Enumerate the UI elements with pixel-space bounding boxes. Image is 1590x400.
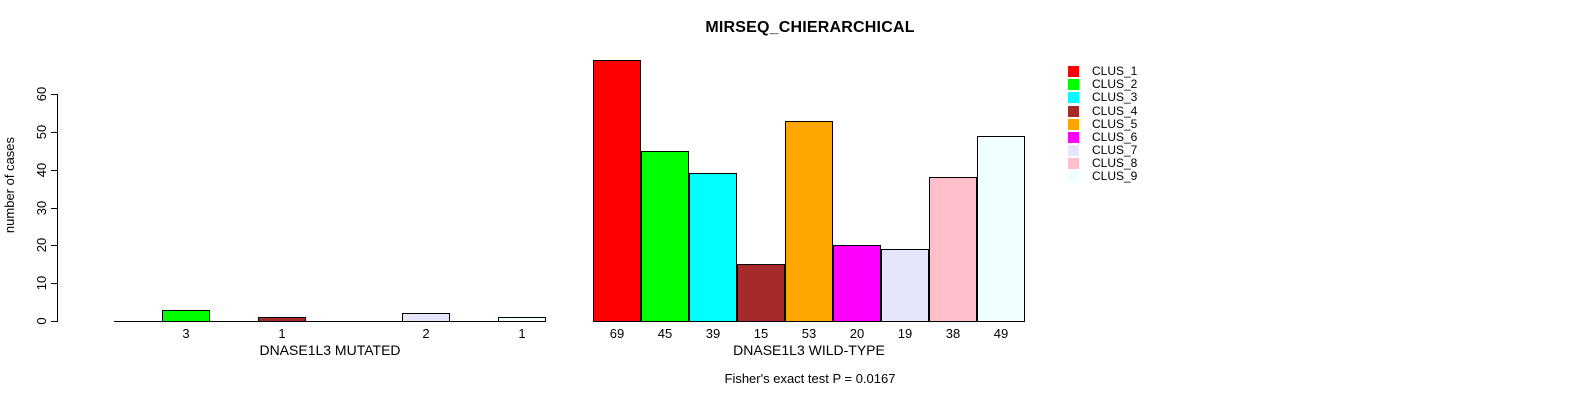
y-axis-tick xyxy=(51,245,57,246)
bar-clus_4 xyxy=(258,317,306,322)
legend-label: CLUS_8 xyxy=(1092,155,1138,170)
legend-swatch xyxy=(1068,171,1079,183)
bar-value-label: 49 xyxy=(993,326,1009,341)
legend-label: CLUS_9 xyxy=(1092,169,1138,184)
bar-clus_9 xyxy=(498,317,546,322)
bar-clus_5 xyxy=(785,121,833,322)
bar-value-label: 19 xyxy=(897,326,913,341)
legend-item: CLUS_8 xyxy=(1068,155,1138,170)
bar-clus_1 xyxy=(593,60,641,322)
bar-clus_7 xyxy=(402,313,450,322)
legend-swatch xyxy=(1068,66,1079,78)
legend-swatch xyxy=(1068,79,1079,91)
y-axis-label: number of cases xyxy=(2,136,17,234)
legend-swatch xyxy=(1068,105,1079,117)
legend-item: CLUS_4 xyxy=(1068,103,1138,118)
legend-label: CLUS_6 xyxy=(1092,129,1138,144)
y-axis-tick xyxy=(51,170,57,171)
y-axis-tick xyxy=(51,132,57,133)
legend-label: CLUS_3 xyxy=(1092,90,1138,105)
legend-swatch xyxy=(1068,92,1079,104)
legend-label: CLUS_1 xyxy=(1092,64,1138,79)
y-axis-tick xyxy=(51,321,57,322)
y-axis-tick-label: 20 xyxy=(34,237,49,253)
bar-value-label: 38 xyxy=(945,326,961,341)
bar-value-label: 69 xyxy=(609,326,625,341)
y-axis-tick xyxy=(51,94,57,95)
y-axis-tick-label: 40 xyxy=(34,162,49,178)
bar-clus_2 xyxy=(162,310,210,322)
y-axis-tick-label: 0 xyxy=(34,317,49,325)
bar-value-label: 3 xyxy=(182,326,190,341)
bar-clus_8 xyxy=(929,177,977,322)
legend-item: CLUS_2 xyxy=(1068,78,1137,91)
bar-clus_2 xyxy=(641,151,689,322)
legend-label: CLUS_4 xyxy=(1092,103,1138,118)
legend-swatch xyxy=(1068,157,1079,169)
legend-label: CLUS_5 xyxy=(1092,116,1138,131)
bar-value-label: 20 xyxy=(849,326,865,341)
bar-clus_9 xyxy=(977,136,1025,322)
bar-value-label: 53 xyxy=(801,326,817,341)
legend-label: CLUS_7 xyxy=(1092,142,1138,157)
group-label-mutated: DNASE1L3 MUTATED xyxy=(259,342,401,358)
bar-value-label: 2 xyxy=(422,326,430,341)
bar-clus_3 xyxy=(689,173,737,322)
bar-value-label: 39 xyxy=(705,326,721,341)
y-axis-tick xyxy=(51,208,57,209)
bar-value-label: 1 xyxy=(278,326,286,341)
fisher-test-annotation: Fisher's exact test P = 0.0167 xyxy=(724,371,896,386)
y-axis-tick-label: 30 xyxy=(34,200,49,216)
legend-swatch xyxy=(1068,131,1079,143)
bar-value-label: 1 xyxy=(518,326,526,341)
legend-item: CLUS_1 xyxy=(1068,65,1137,78)
y-axis-tick-label: 50 xyxy=(34,124,49,140)
legend-item: CLUS_7 xyxy=(1068,142,1138,157)
legend-swatch xyxy=(1068,144,1079,156)
legend-item: CLUS_6 xyxy=(1068,129,1138,144)
bar-value-label: 45 xyxy=(657,326,673,341)
y-axis-tick xyxy=(51,283,57,284)
group-label-wild-type: DNASE1L3 WILD-TYPE xyxy=(733,342,885,358)
bar-clus_4 xyxy=(737,264,785,322)
legend-label: CLUS_2 xyxy=(1092,77,1138,92)
legend-swatch xyxy=(1068,118,1079,130)
y-axis-tick-label: 60 xyxy=(34,86,49,102)
y-axis-line xyxy=(57,94,58,322)
bar-value-label: 15 xyxy=(753,326,769,341)
legend-item: CLUS_3 xyxy=(1068,91,1137,104)
y-axis-tick-label: 10 xyxy=(34,275,49,291)
legend-item: CLUS_9 xyxy=(1068,170,1137,183)
chart-title: MIRSEQ_CHIERARCHICAL xyxy=(705,19,915,36)
legend-item: CLUS_5 xyxy=(1068,116,1138,131)
x-axis-line xyxy=(114,321,546,322)
bar-clus_6 xyxy=(833,245,881,322)
bar-clus_7 xyxy=(881,249,929,322)
